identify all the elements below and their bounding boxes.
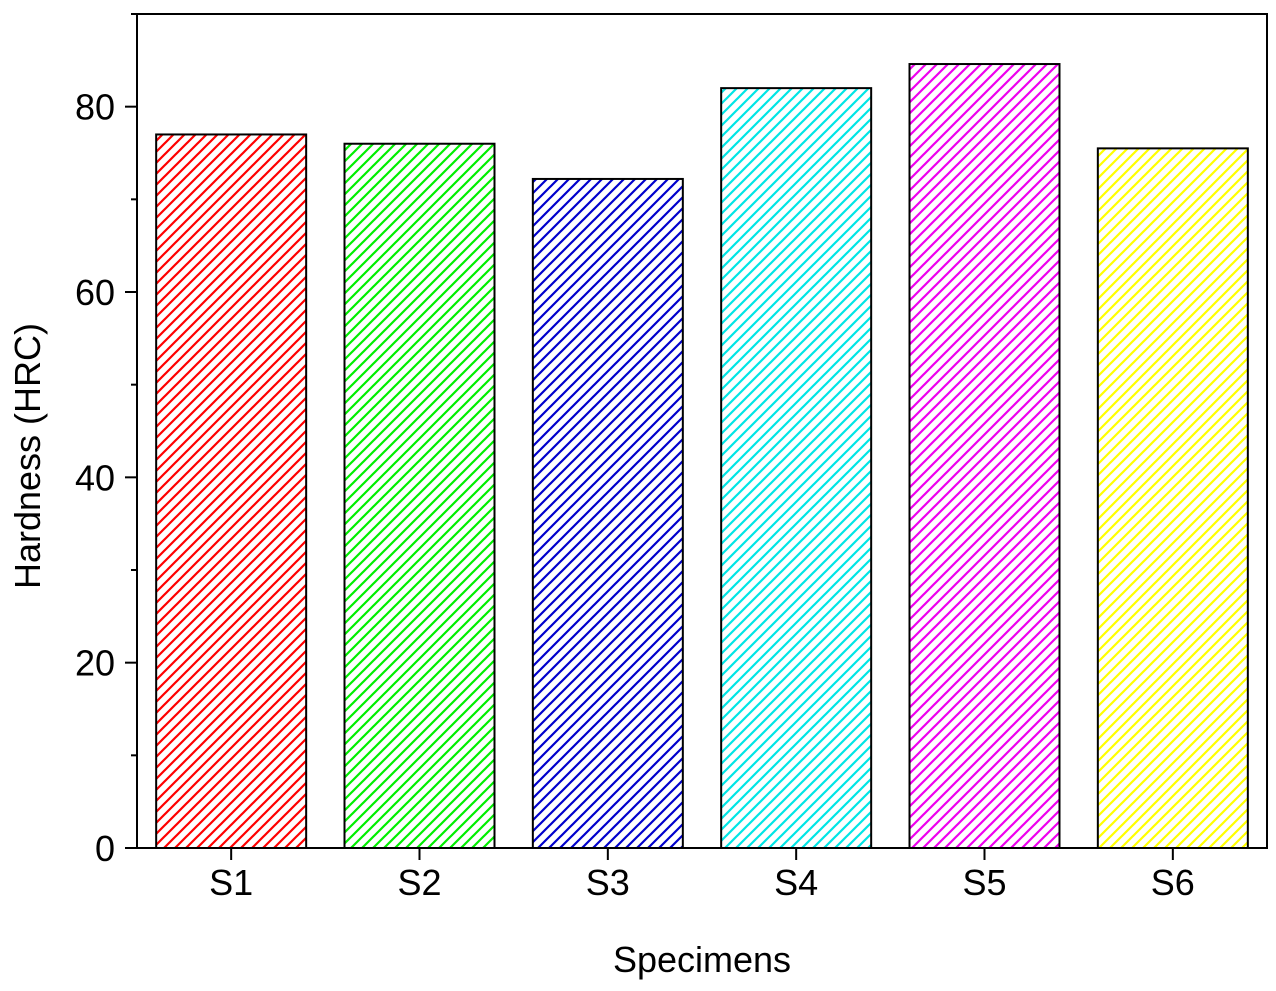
bar-s6 — [1096, 147, 1249, 850]
x-tick-label: S5 — [962, 862, 1006, 903]
bar-s4 — [720, 87, 873, 849]
x-tick-label: S3 — [586, 862, 630, 903]
x-tick-label: S6 — [1151, 862, 1195, 903]
x-tick-label: S2 — [397, 862, 441, 903]
x-axis-title: Specimens — [613, 939, 791, 980]
axis-ticks — [125, 13, 1174, 860]
bar-s2 — [343, 142, 496, 849]
bars — [155, 63, 1249, 850]
y-tick-label: 40 — [75, 457, 115, 498]
y-tick-label: 20 — [75, 643, 115, 684]
x-tick-label: S1 — [209, 862, 253, 903]
y-tick-label: 0 — [95, 828, 115, 869]
y-tick-label: 60 — [75, 272, 115, 313]
tick-labels: S1 S2 S3 S4 S5 S6 0 20 40 60 80 — [75, 87, 1195, 903]
y-tick-label: 80 — [75, 87, 115, 128]
bar-s3 — [531, 177, 684, 850]
bar-s5 — [908, 63, 1061, 850]
plot-area-frame — [136, 13, 1268, 849]
bar-s1 — [155, 133, 308, 849]
y-axis-title: Hardness (HRC) — [7, 323, 48, 589]
x-tick-label: S4 — [774, 862, 818, 903]
